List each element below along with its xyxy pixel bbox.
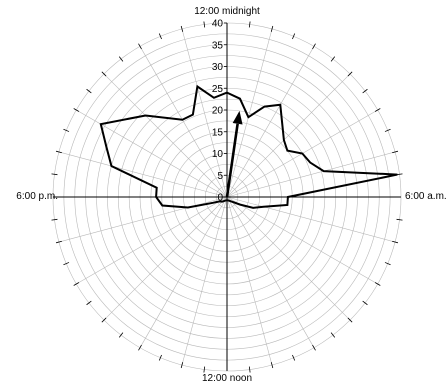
outer-tick <box>86 88 92 94</box>
direction-label-left: 6:00 p.m. <box>16 191 58 202</box>
outer-tick <box>118 332 124 338</box>
outer-tick <box>180 362 184 369</box>
grid-spoke <box>226 73 351 198</box>
outer-tick <box>138 344 142 351</box>
outer-tick <box>118 56 124 62</box>
outer-tick <box>63 128 70 132</box>
outer-tick <box>55 150 62 154</box>
outer-tick <box>330 332 336 338</box>
series-line <box>99 84 398 209</box>
mean-vector-layer <box>225 110 243 198</box>
outer-tick <box>374 108 381 112</box>
outer-tick <box>55 240 62 244</box>
series-layer <box>99 84 398 209</box>
outer-tick <box>392 150 399 154</box>
radial-tick-label: 35 <box>212 40 224 51</box>
grid-spoke <box>139 196 228 348</box>
outer-tick <box>63 262 70 266</box>
radial-tick-label: 15 <box>212 127 224 138</box>
outer-tick <box>158 33 162 40</box>
outer-tick <box>180 25 184 32</box>
outer-tick <box>270 25 274 32</box>
outer-tick <box>396 218 403 221</box>
grid-spoke <box>226 196 396 243</box>
radial-tick-label: 5 <box>217 171 223 182</box>
grid-spoke <box>181 196 228 366</box>
outer-tick <box>86 300 92 306</box>
outer-tick <box>362 88 368 94</box>
outer-tick <box>384 262 391 266</box>
grid-spoke <box>76 109 228 198</box>
outer-tick <box>292 33 296 40</box>
radial-tick-label: 30 <box>212 62 224 73</box>
radial-tick-label: 40 <box>212 19 224 30</box>
grid-spoke <box>226 196 351 321</box>
outer-tick <box>312 344 316 351</box>
grid-spoke <box>226 196 378 285</box>
outer-tick <box>101 71 107 77</box>
outer-tick <box>396 173 403 176</box>
outer-tick <box>138 43 142 50</box>
outer-tick <box>51 218 58 221</box>
direction-label-right: 6:00 a.m. <box>405 191 446 202</box>
outer-tick <box>248 21 251 28</box>
outer-tick <box>101 317 107 323</box>
grid-spoke <box>58 151 228 198</box>
direction-label-bottom: 12:00 noon <box>202 373 252 384</box>
outer-tick <box>330 56 336 62</box>
grid-spoke <box>226 28 273 198</box>
radial-tick-label: 20 <box>212 106 224 117</box>
outer-tick <box>248 366 251 373</box>
outer-tick <box>270 362 274 369</box>
outer-ticks <box>51 21 403 373</box>
outer-tick <box>292 354 296 361</box>
outer-tick <box>374 282 381 286</box>
grid-spoke <box>181 28 228 198</box>
radial-tick-label: 0 <box>217 193 223 204</box>
outer-tick <box>392 240 399 244</box>
outer-tick <box>158 354 162 361</box>
grid-spoke <box>139 46 228 198</box>
grid-spoke <box>226 196 273 366</box>
radial-tick-label: 10 <box>212 149 224 160</box>
radial-tick-labels: 0 5 10 15 20 25 30 35 40 <box>212 19 227 204</box>
grid-spoke <box>76 196 228 285</box>
direction-label-top: 12:00 midnight <box>194 6 260 17</box>
outer-tick <box>203 366 206 373</box>
outer-tick <box>384 128 391 132</box>
mean-vector-shaft <box>225 123 239 198</box>
outer-tick <box>347 71 353 77</box>
grid-spoke <box>103 73 228 198</box>
grid-spoke <box>58 196 228 243</box>
grid-spokes <box>58 28 396 366</box>
outer-tick <box>73 108 80 112</box>
radial-tick-label: 25 <box>212 84 224 95</box>
grid-spoke <box>103 196 228 321</box>
grid-spoke <box>226 196 315 348</box>
mean-vector-arrowhead <box>232 110 243 125</box>
grid-spoke <box>226 151 396 198</box>
outer-tick <box>347 317 353 323</box>
outer-tick <box>312 43 316 50</box>
grid-spoke <box>226 46 315 198</box>
outer-tick <box>203 21 206 28</box>
outer-tick <box>51 173 58 176</box>
outer-tick <box>362 300 368 306</box>
outer-tick <box>73 282 80 286</box>
